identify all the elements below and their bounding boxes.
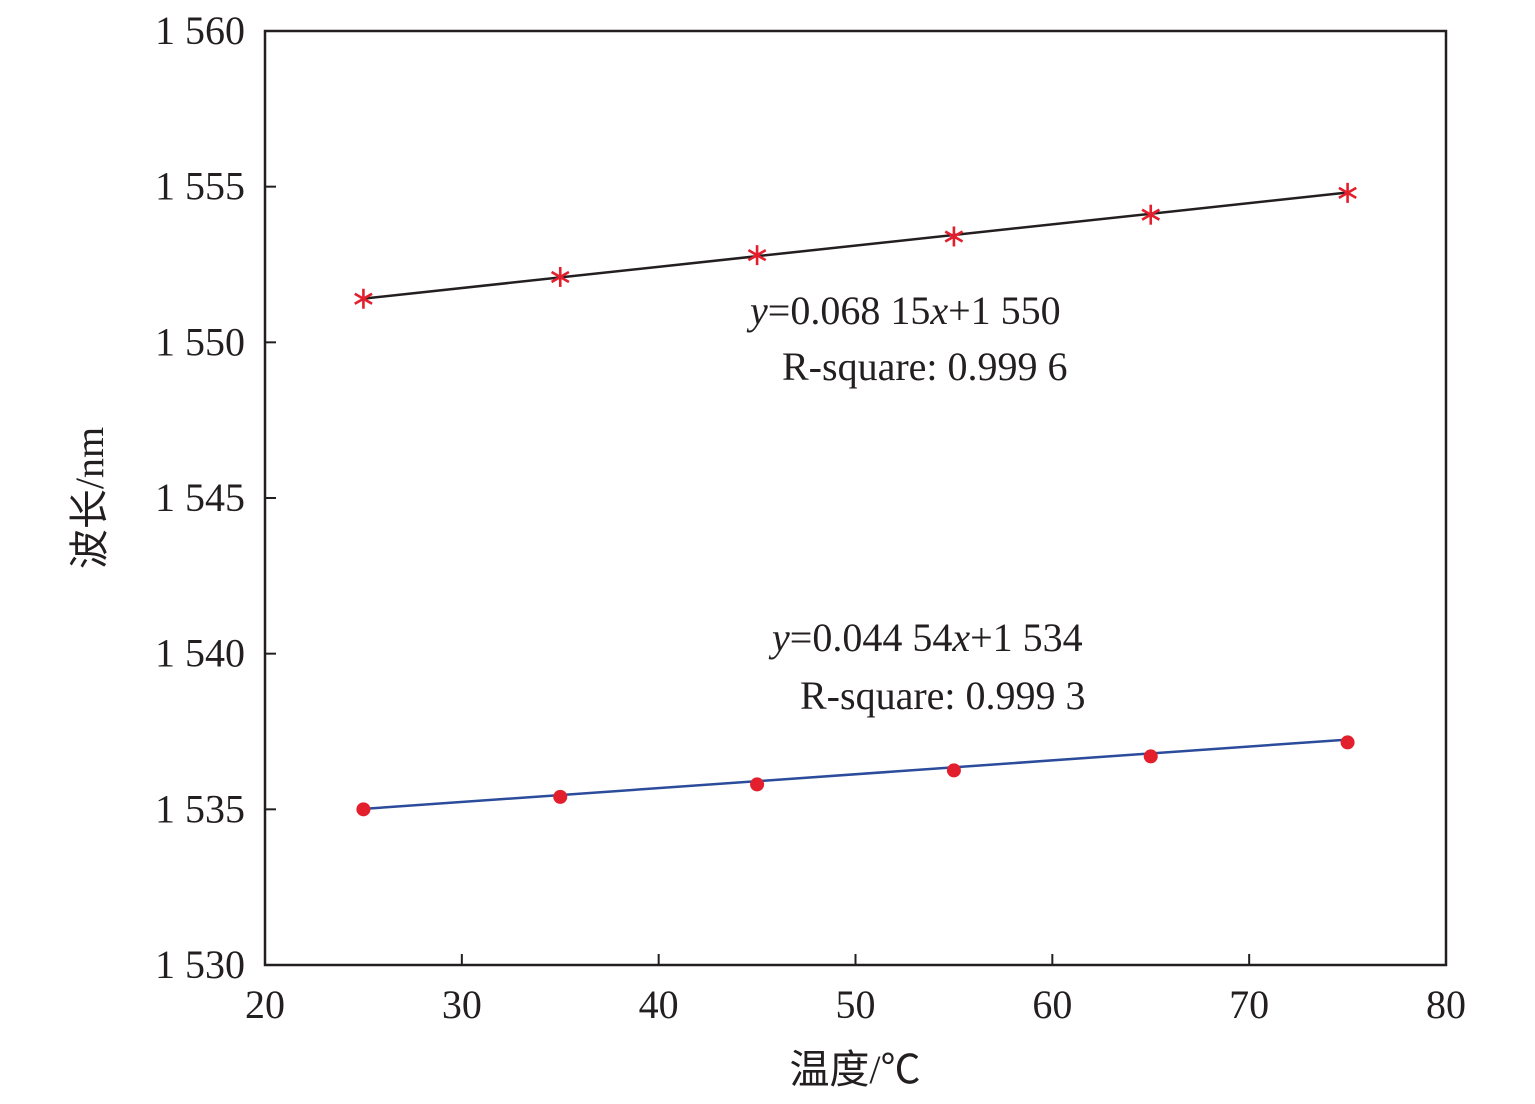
fit-equation-series-1: y=0.068 15x+1 550 xyxy=(746,288,1061,333)
series-2-point xyxy=(750,777,765,792)
x-axis-title: 温度/℃ xyxy=(789,1047,920,1092)
y-tick-label: 1 560 xyxy=(155,8,245,53)
eq2-part-2: +1 534 xyxy=(970,615,1083,660)
fit-equation-series-2: y=0.044 54x+1 534 xyxy=(768,615,1083,660)
y-tick-label: 1 530 xyxy=(155,942,245,987)
series-1-point xyxy=(944,226,964,247)
series-2-point xyxy=(356,802,371,817)
x-tick-label: 40 xyxy=(639,982,679,1027)
series-1-point xyxy=(354,288,373,309)
y-tick-label: 1 550 xyxy=(155,319,245,364)
series-2-point xyxy=(1143,749,1158,764)
x-tick-label: 60 xyxy=(1032,982,1072,1027)
y-tick-label: 1 545 xyxy=(155,475,245,520)
series-1-point xyxy=(550,266,570,287)
y-tick-label: 1 535 xyxy=(155,786,245,831)
eq1-part-1: =0.068 15 xyxy=(768,288,931,333)
series-2-point xyxy=(1340,735,1355,750)
r-square-series-2: R-square: 0.999 3 xyxy=(800,673,1086,718)
x-tick-label: 30 xyxy=(442,982,482,1027)
series-1-point xyxy=(1338,182,1357,203)
x-tick-label: 20 xyxy=(245,982,285,1027)
series-1-point xyxy=(1141,204,1161,225)
x-tick-label: 70 xyxy=(1229,982,1269,1027)
y-axis-title: 波长/nm xyxy=(67,427,112,569)
r-square-series-1: R-square: 0.999 6 xyxy=(782,344,1068,389)
y-tick-label: 1 555 xyxy=(155,164,245,209)
x-tick-label: 50 xyxy=(836,982,876,1027)
eq1-var-x: x xyxy=(929,288,948,333)
plot-frame xyxy=(263,29,1448,967)
eq1-part-2: +1 550 xyxy=(948,288,1061,333)
axis-ticks: 20 30 40 50 60 70 80 1 530 1 535 1 540 1 545 1 550 1… xyxy=(155,8,1466,1027)
eq2-var-x: x xyxy=(951,615,970,660)
series-2-point xyxy=(553,789,568,804)
series-1-fit-line xyxy=(363,191,1348,300)
x-tick-label: 80 xyxy=(1426,982,1466,1027)
series-2-fit-line xyxy=(363,738,1348,811)
eq2-var-y: y xyxy=(768,615,790,660)
eq1-var-y: y xyxy=(746,288,768,333)
eq2-part-1: =0.044 54 xyxy=(790,615,953,660)
series-1-point xyxy=(747,245,767,266)
series-2-point xyxy=(946,763,961,778)
y-tick-label: 1 540 xyxy=(155,631,245,676)
plot-marks xyxy=(354,182,1357,817)
